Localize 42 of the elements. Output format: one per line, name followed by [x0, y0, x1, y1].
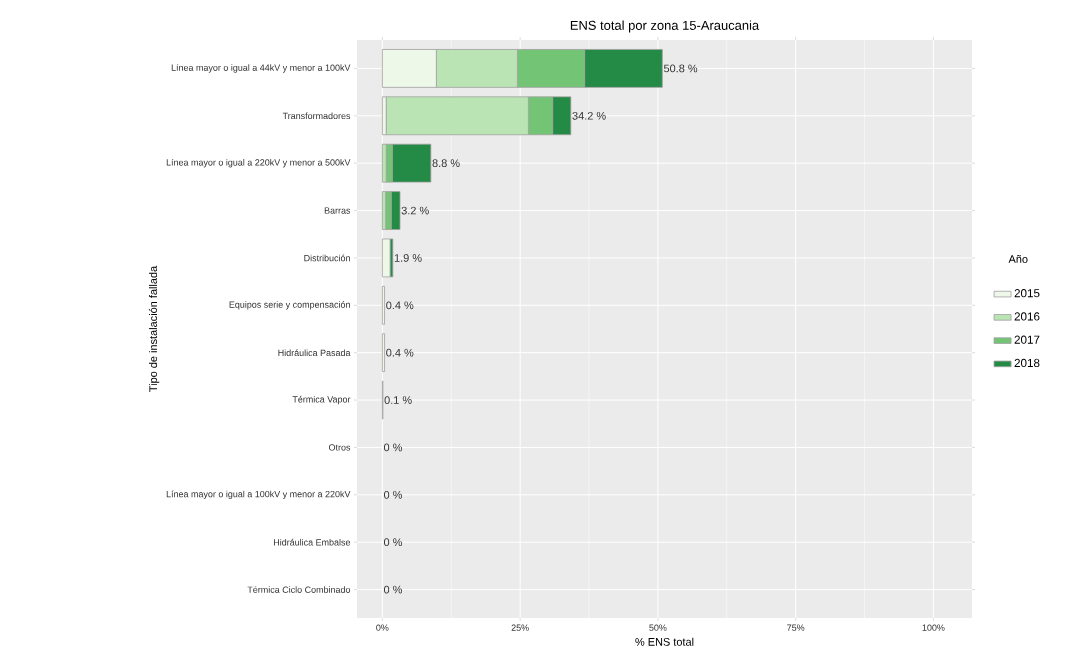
y-tick-label: Equipos serie y compensación: [229, 301, 350, 310]
chart-title: ENS total por zona 15-Araucania: [570, 20, 760, 33]
total-label: 0.4 %: [386, 301, 414, 310]
x-tick-label: 0%: [376, 624, 389, 631]
y-tick-label: Térmica Vapor: [292, 395, 351, 405]
total-label: 50.8 %: [663, 64, 698, 73]
y-tick-label: Transformadores: [282, 112, 351, 120]
total-label: 0 %: [383, 490, 403, 499]
total-label: 0 %: [383, 538, 403, 547]
bar: [391, 143, 432, 183]
y-tick-label: Hidráulica Embalse: [273, 538, 351, 546]
x-tick-label: 100%: [922, 624, 945, 631]
y-tick-label: Barras: [324, 207, 351, 214]
total-label: 34.2 %: [572, 111, 606, 120]
total-label: 0 %: [383, 443, 403, 452]
x-tick-label: 50%: [649, 624, 667, 631]
legend-label: 2017: [1014, 335, 1040, 344]
legend-label: 2016: [1014, 312, 1040, 321]
y-tick-label: Línea mayor o igual a 100kV y menor a 220kV: [166, 490, 351, 500]
total-label: 8.8 %: [432, 159, 460, 168]
legend-label: 2015: [1014, 289, 1040, 298]
bar: [381, 333, 385, 373]
bar: [381, 285, 385, 325]
y-tick-label: Línea mayor o igual a 44kV y menor a 100kV: [171, 64, 351, 73]
y-tick-label: Distribución: [304, 254, 350, 262]
bar: [381, 238, 391, 278]
y-tick-label: Línea mayor o igual a 220kV y menor a 500kV: [166, 158, 351, 168]
total-label: 0 %: [383, 585, 403, 594]
y-tick-label: Térmica Ciclo Combinado: [247, 586, 351, 593]
x-tick-label: 75%: [787, 624, 805, 631]
x-tick-label: 25%: [511, 624, 529, 631]
total-label: 0.1 %: [384, 396, 412, 404]
bar: [390, 191, 401, 230]
x-axis-title: % ENS total: [635, 637, 694, 646]
legend-label: 2018: [1014, 358, 1040, 368]
total-label: 1.9 %: [394, 254, 422, 262]
y-tick-label: Hidráulica Pasada: [278, 349, 351, 357]
total-label: 3.2 %: [401, 206, 429, 215]
y-tick-label: Otros: [328, 444, 351, 451]
total-label: 0.4 %: [386, 348, 414, 357]
legend-title: Año: [1008, 255, 1028, 263]
y-axis-title: Tipo de instalación fallada: [148, 265, 160, 392]
